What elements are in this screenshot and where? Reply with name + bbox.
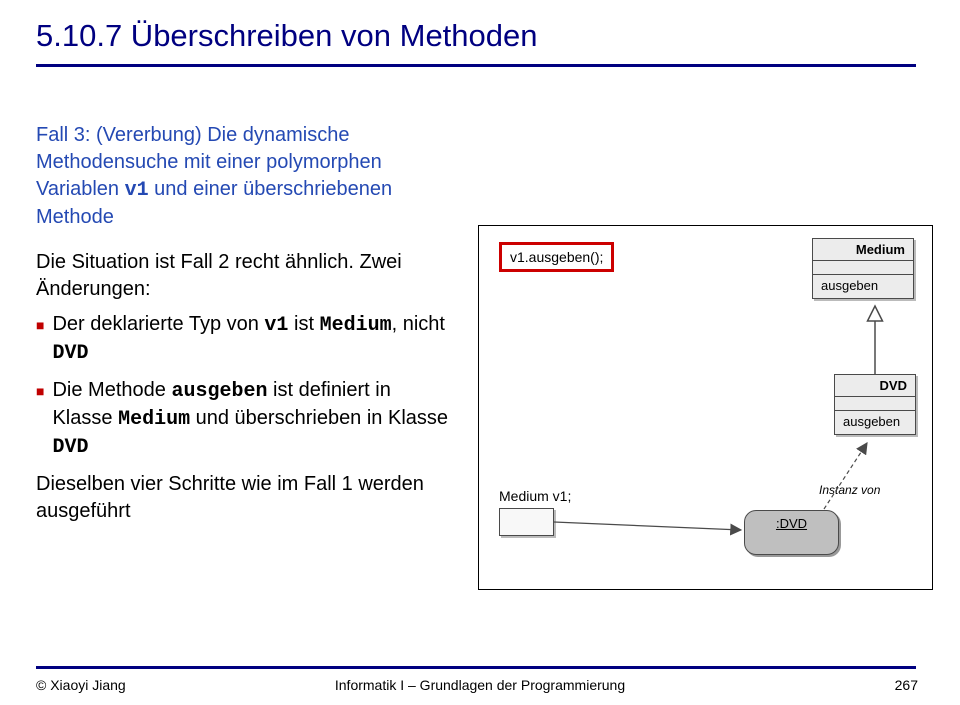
class-medium-title: Medium	[813, 239, 913, 261]
b1-c3: DVD	[52, 342, 88, 365]
footer-course: Informatik I – Grundlagen der Programmie…	[0, 677, 960, 693]
diagram-panel: v1.ausgeben(); Medium v1; Medium ausgebe…	[478, 225, 933, 590]
bullet-1: ■ Der deklarierte Typ von v1 ist Medium,…	[36, 311, 456, 367]
bullet-1-text: Der deklarierte Typ von v1 ist Medium, n…	[52, 311, 456, 367]
declaration-label: Medium v1;	[499, 488, 571, 504]
intro-code: v1	[125, 179, 149, 202]
b1-c1: v1	[264, 314, 288, 337]
object-box: :DVD	[744, 510, 839, 555]
footer-page-number: 267	[895, 677, 918, 693]
bullet-2: ■ Die Methode ausgeben ist definiert in …	[36, 377, 456, 461]
b1-c2: Medium	[320, 314, 392, 337]
b1-pre: Der deklarierte Typ von	[52, 313, 264, 335]
b2-c2: Medium	[118, 408, 190, 431]
class-medium-method: ausgeben	[813, 275, 913, 298]
tail-paragraph: Dieselben vier Schritte wie im Fall 1 we…	[36, 471, 456, 525]
content-column: Fall 3: (Vererbung) Die dynamische Metho…	[36, 122, 456, 533]
b1-mid: ist	[288, 313, 319, 335]
bullet-marker-icon: ■	[36, 317, 44, 333]
method-call-box: v1.ausgeben();	[499, 242, 614, 272]
b1-mid2: , nicht	[392, 313, 445, 335]
class-box-dvd: DVD ausgeben	[834, 374, 916, 435]
body-paragraph: Die Situation ist Fall 2 recht ähnlich. …	[36, 249, 456, 303]
b2-c3: DVD	[52, 436, 88, 459]
b2-c1: ausgeben	[171, 380, 267, 403]
title-underline	[36, 64, 916, 67]
bullet-2-text: Die Methode ausgeben ist definiert in Kl…	[52, 377, 456, 461]
slide: 5.10.7 Überschreiben von Methoden Fall 3…	[0, 0, 960, 705]
bullet-marker-icon: ■	[36, 383, 44, 399]
declaration-box	[499, 508, 554, 536]
intro-paragraph: Fall 3: (Vererbung) Die dynamische Metho…	[36, 122, 456, 231]
slide-title: 5.10.7 Überschreiben von Methoden	[0, 0, 960, 54]
class-dvd-mid	[835, 397, 915, 411]
b2-pre: Die Methode	[52, 379, 171, 401]
class-medium-mid	[813, 261, 913, 275]
b2-mid2: und überschrieben in Klasse	[190, 407, 448, 429]
class-dvd-title: DVD	[835, 375, 915, 397]
class-box-medium: Medium ausgeben	[812, 238, 914, 299]
class-dvd-method: ausgeben	[835, 411, 915, 434]
footer-line	[36, 666, 916, 669]
instance-of-label: Instanz von	[819, 483, 880, 497]
